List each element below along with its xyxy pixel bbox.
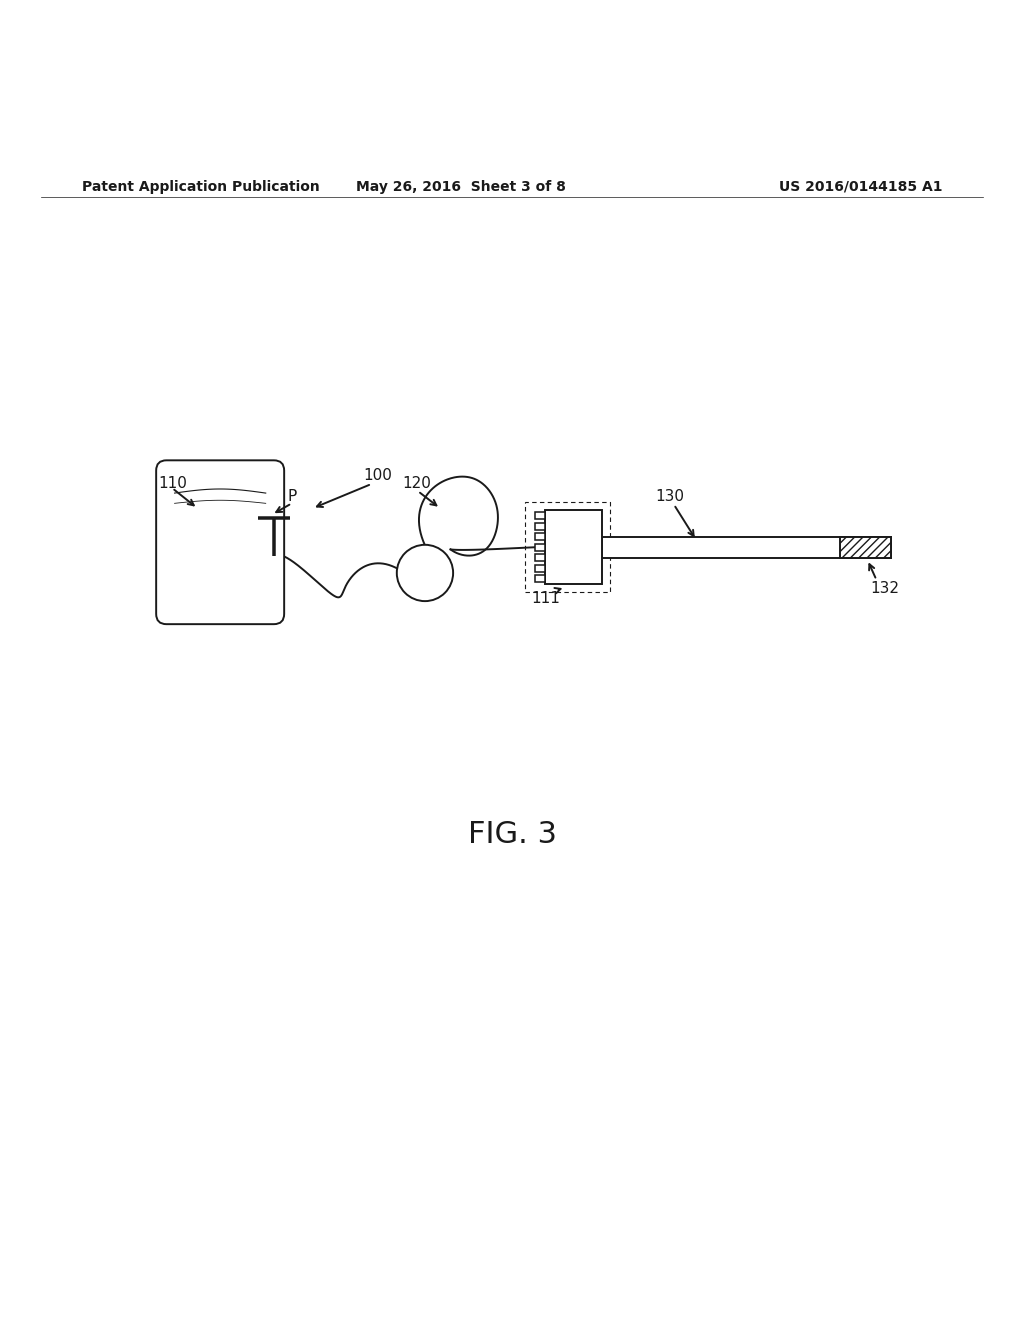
Text: 130: 130 — [655, 488, 684, 504]
Text: P: P — [287, 488, 297, 504]
Bar — [840, 537, 891, 557]
Bar — [536, 565, 546, 572]
Bar — [536, 576, 546, 582]
Text: May 26, 2016  Sheet 3 of 8: May 26, 2016 Sheet 3 of 8 — [356, 180, 565, 194]
FancyBboxPatch shape — [156, 461, 284, 624]
Text: 120: 120 — [402, 477, 431, 491]
Bar — [602, 537, 891, 557]
Text: 132: 132 — [870, 581, 899, 595]
Bar — [546, 511, 602, 585]
Ellipse shape — [396, 545, 453, 601]
Text: FIG. 3: FIG. 3 — [468, 820, 556, 849]
Bar — [525, 503, 610, 593]
Text: US 2016/0144185 A1: US 2016/0144185 A1 — [778, 180, 942, 194]
Bar — [536, 544, 546, 550]
Text: 110: 110 — [159, 477, 187, 491]
Text: 100: 100 — [364, 469, 392, 483]
Text: Patent Application Publication: Patent Application Publication — [82, 180, 319, 194]
Bar — [536, 523, 546, 529]
Bar — [536, 533, 546, 540]
Bar — [536, 512, 546, 519]
Bar — [536, 554, 546, 561]
Text: 111: 111 — [531, 591, 560, 606]
